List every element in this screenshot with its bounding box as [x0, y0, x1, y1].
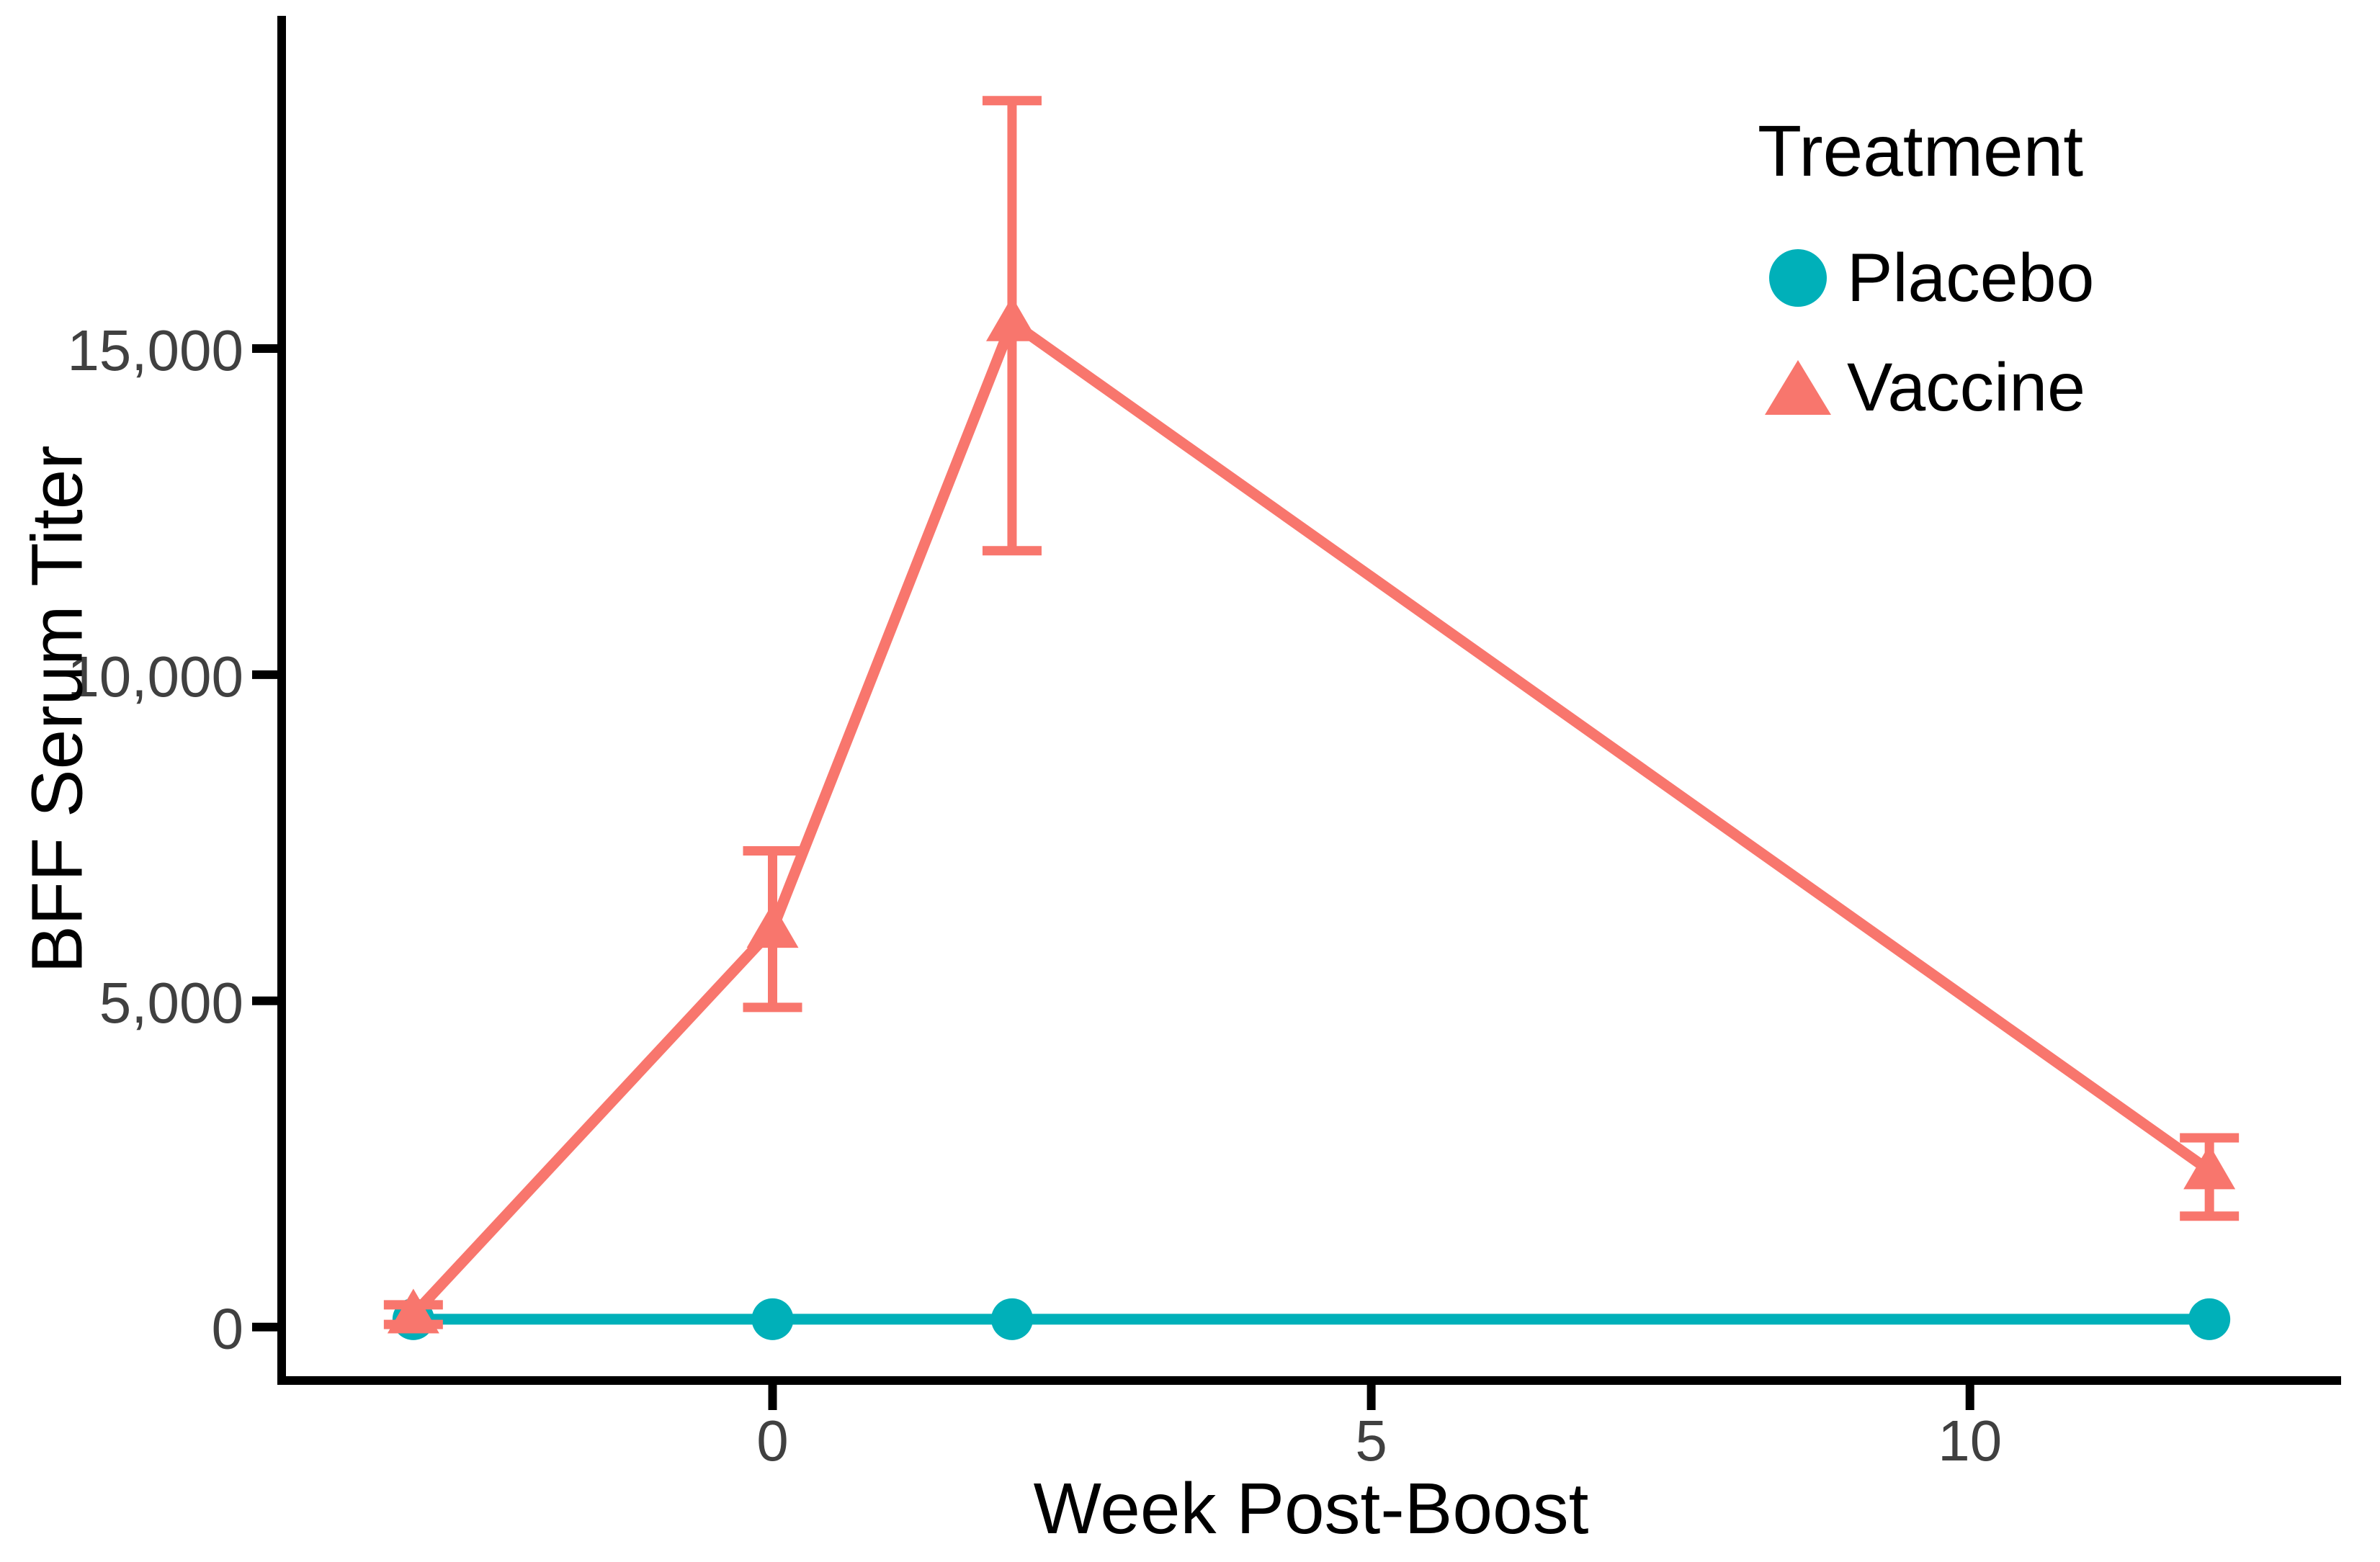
vaccine-point	[746, 903, 799, 948]
legend-label-placebo: Placebo	[1847, 239, 2095, 316]
vaccine-point	[2183, 1144, 2236, 1190]
placebo-point	[751, 1298, 794, 1340]
legend-marker-cell	[1758, 360, 1838, 415]
vaccine-point	[985, 296, 1038, 341]
x-tick-label: 5	[1355, 1409, 1387, 1473]
vaccine-line	[409, 314, 2213, 1319]
legend-title: Treatment	[1758, 111, 2084, 192]
x-tick-label: 0	[756, 1409, 789, 1473]
placebo-circle-icon	[1769, 249, 1827, 307]
y-tick-label: 15,000	[67, 318, 243, 382]
y-tick-label: 10,000	[67, 645, 243, 709]
legend-marker-cell	[1758, 249, 1838, 307]
legend-item-vaccine: Vaccine	[1758, 333, 2094, 442]
y-tick-label: 5,000	[99, 971, 243, 1035]
vaccine-triangle-icon	[1765, 360, 1831, 415]
x-tick-label: 10	[1938, 1409, 2002, 1473]
y-axis-title: BFF Serum Titer	[17, 445, 98, 974]
x-axis-title: Week Post-Boost	[1033, 1468, 1589, 1549]
legend-item-placebo: Placebo	[1758, 223, 2094, 333]
y-tick-label: 0	[212, 1297, 244, 1361]
placebo-point	[990, 1298, 1033, 1340]
legend-label-vaccine: Vaccine	[1847, 349, 2085, 426]
vaccine-point	[387, 1288, 439, 1334]
placebo-point	[2188, 1298, 2231, 1340]
legend: Treatment Placebo Vaccine	[1758, 108, 2094, 442]
